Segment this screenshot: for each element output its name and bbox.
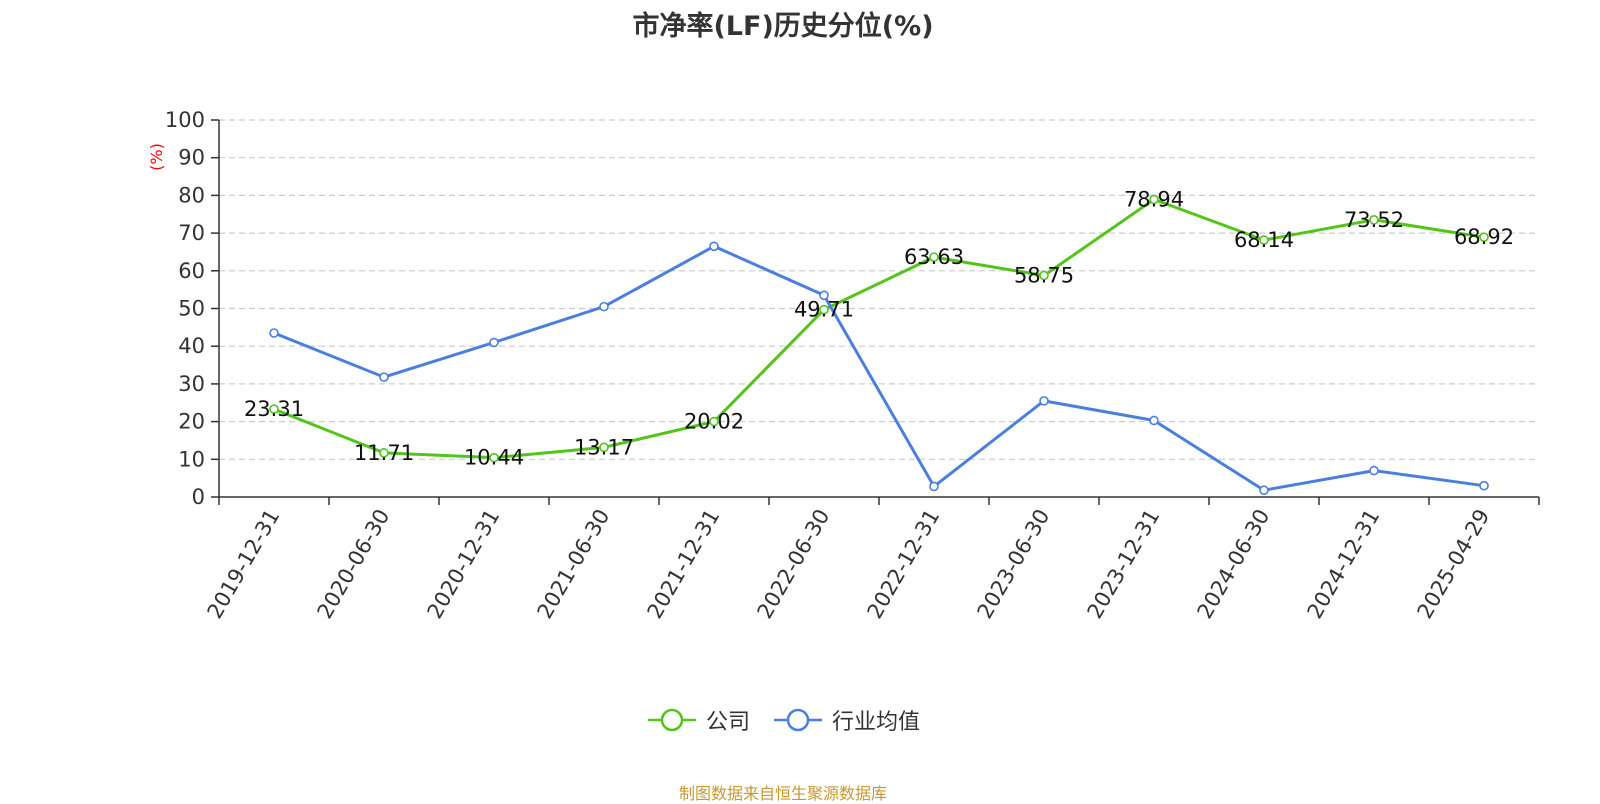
y-tick-label: 40 xyxy=(178,334,205,358)
legend-item[interactable]: 行业均值 xyxy=(772,704,920,736)
x-tick-label: 2021-12-31 xyxy=(643,505,725,623)
data-label: 20.02 xyxy=(684,410,744,434)
data-point[interactable] xyxy=(1039,270,1049,281)
data-point[interactable] xyxy=(599,301,609,312)
x-tick-label: 2020-12-31 xyxy=(423,505,505,623)
legend-circle xyxy=(660,708,684,732)
data-label: 78.94 xyxy=(1124,187,1184,211)
y-tick-label: 50 xyxy=(178,297,205,321)
y-tick-label: 0 xyxy=(192,485,205,509)
y-tick-label: 20 xyxy=(178,410,205,434)
x-tick-label: 2021-06-30 xyxy=(533,505,615,623)
data-label: 68.92 xyxy=(1454,225,1514,249)
data-point[interactable] xyxy=(1039,396,1049,406)
data-label: 11.71 xyxy=(354,441,414,465)
y-tick-label: 100 xyxy=(165,108,205,132)
series-line-1 xyxy=(273,244,1485,492)
series-line-0 xyxy=(273,197,1485,460)
y-tick-label: 30 xyxy=(178,372,205,396)
x-tick-label: 2023-12-31 xyxy=(1083,505,1165,623)
y-tick-label: 80 xyxy=(178,183,205,207)
data-point[interactable] xyxy=(929,481,939,492)
data-point[interactable] xyxy=(379,448,389,458)
y-tick-label: 70 xyxy=(178,221,205,245)
x-tick-label: 2025-04-29 xyxy=(1413,505,1495,623)
data-point[interactable] xyxy=(1259,235,1269,245)
x-tick-label: 2020-06-30 xyxy=(313,505,395,623)
data-point[interactable] xyxy=(1149,415,1159,426)
data-label: 68.14 xyxy=(1234,228,1294,252)
legend-marker-icon xyxy=(647,708,696,732)
data-label: 58.75 xyxy=(1014,264,1074,288)
legend-label: 公司 xyxy=(705,710,750,735)
data-point[interactable] xyxy=(379,372,389,382)
legend-label: 行业均值 xyxy=(832,710,921,735)
data-point[interactable] xyxy=(489,452,499,463)
source-note: 制图数据来自恒生聚源数据库 xyxy=(678,784,887,803)
data-point[interactable] xyxy=(1149,194,1159,205)
data-point[interactable] xyxy=(929,252,939,262)
y-tick-label: 60 xyxy=(178,259,205,283)
data-label: 10.44 xyxy=(464,446,524,470)
data-point[interactable] xyxy=(819,304,829,315)
y-axis-label: (%) xyxy=(147,143,166,171)
x-tick-label: 2022-06-30 xyxy=(753,505,835,623)
x-tick-label: 2024-12-31 xyxy=(1303,505,1385,623)
data-point[interactable] xyxy=(489,337,499,348)
data-point[interactable] xyxy=(269,328,279,338)
x-tick-label: 2022-12-31 xyxy=(863,505,945,623)
chart-title: 市净率(LF)历史分位(%) xyxy=(632,11,934,42)
series-lines xyxy=(269,194,1489,496)
legend-item[interactable]: 公司 xyxy=(646,704,750,736)
data-point[interactable] xyxy=(1259,485,1269,496)
data-label: 13.17 xyxy=(574,435,634,459)
data-point[interactable] xyxy=(819,290,829,301)
data-label: 49.71 xyxy=(794,298,854,322)
legend-circle xyxy=(786,708,810,732)
x-tick-label: 2023-06-30 xyxy=(973,505,1055,623)
y-tick-label: 10 xyxy=(178,447,205,471)
data-labels: 23.31 11.71 10.44 13.17 20.02 49.71 63.63 58.75… xyxy=(244,187,1514,469)
data-point[interactable] xyxy=(1479,480,1489,491)
data-point[interactable] xyxy=(1369,215,1379,225)
data-point[interactable] xyxy=(1479,232,1489,242)
data-point[interactable] xyxy=(709,241,719,252)
data-label: 23.31 xyxy=(244,397,304,421)
data-point[interactable] xyxy=(269,404,279,414)
x-tick-label: 2024-06-30 xyxy=(1193,505,1275,623)
legend: 公司 行业均值 xyxy=(0,704,1566,736)
data-point[interactable] xyxy=(599,442,609,453)
data-point[interactable] xyxy=(1369,465,1379,476)
data-point[interactable] xyxy=(709,416,719,427)
x-tick-label: 2019-12-31 xyxy=(203,505,285,623)
grid-lines xyxy=(219,119,1539,460)
data-label: 63.63 xyxy=(904,245,964,269)
data-label: 73.52 xyxy=(1344,208,1404,232)
legend-marker-icon xyxy=(774,708,822,732)
y-tick-label: 90 xyxy=(178,146,205,170)
